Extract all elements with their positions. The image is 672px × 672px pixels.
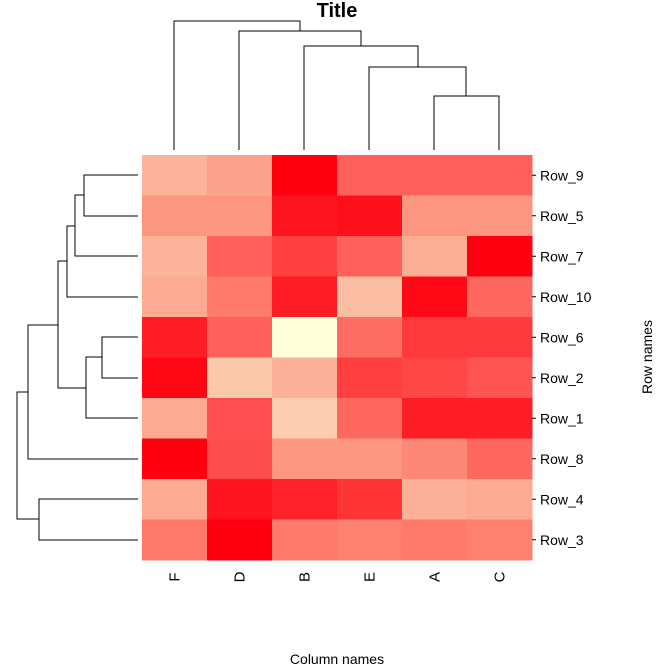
heatmap-cell xyxy=(402,317,468,358)
heatmap-cell xyxy=(207,398,273,439)
heatmap-cell xyxy=(272,155,338,196)
heatmap-cell xyxy=(337,276,403,318)
heatmap-cell xyxy=(402,438,468,480)
heatmap-cell xyxy=(402,155,468,196)
heatmap-cell xyxy=(402,195,468,237)
heatmap-cell xyxy=(207,519,273,561)
row-label: Row_10 xyxy=(540,289,592,305)
heatmap-cell xyxy=(207,438,273,480)
row-label: Row_8 xyxy=(540,451,584,467)
heatmap-cell xyxy=(467,519,533,561)
heatmap-cell xyxy=(402,276,468,318)
heatmap-cell xyxy=(142,398,208,439)
heatmap-cell xyxy=(142,317,208,358)
heatmap-cell xyxy=(207,357,273,399)
row-dendrogram-branch xyxy=(66,225,138,298)
heatmap-cell xyxy=(272,438,338,480)
heatmap-cell xyxy=(142,438,208,480)
heatmap-cell xyxy=(467,479,533,520)
heatmap-cell xyxy=(272,479,338,520)
heatmap-cell xyxy=(272,236,338,277)
row-label: Row_7 xyxy=(540,248,584,264)
heatmap-cell xyxy=(272,195,338,237)
heatmap-cell xyxy=(337,357,403,399)
heatmap-cell xyxy=(337,398,403,439)
heatmap-cell xyxy=(272,317,338,358)
column-dendrogram-branch xyxy=(173,20,301,150)
heatmap-cell xyxy=(207,317,273,358)
y-axis-label: Row names xyxy=(639,320,655,394)
row-label: Row_1 xyxy=(540,410,584,426)
heatmap-cell xyxy=(272,357,338,399)
x-axis-label: Column names xyxy=(290,651,384,667)
row-dendrogram-branch xyxy=(101,336,138,379)
column-label: D xyxy=(232,571,249,582)
heatmap-cell xyxy=(467,357,533,399)
heatmap-cell xyxy=(467,236,533,277)
heatmap-cell xyxy=(337,479,403,520)
heatmap-cell xyxy=(207,236,273,277)
column-label: F xyxy=(167,572,184,581)
row-label: Row_3 xyxy=(540,532,584,548)
row-label: Row_9 xyxy=(540,167,584,183)
column-dendrogram-branch xyxy=(433,95,500,150)
heatmap-cell xyxy=(337,317,403,358)
heatmap-cell xyxy=(337,438,403,480)
heatmap-cell xyxy=(402,236,468,277)
heatmap-cell xyxy=(402,398,468,439)
heatmap-cell xyxy=(337,519,403,561)
heatmap-cell xyxy=(142,276,208,318)
heatmap-cell xyxy=(467,155,533,196)
heatmap-cell xyxy=(402,357,468,399)
row-label: Row_5 xyxy=(540,208,584,224)
row-dendrogram-branch xyxy=(27,324,138,460)
row-dendrogram-branch xyxy=(16,391,39,520)
column-label: A xyxy=(427,572,444,582)
heatmap-cell xyxy=(272,276,338,318)
heatmap-cell xyxy=(467,398,533,439)
heatmap-cell xyxy=(207,479,273,520)
heatmap-cell xyxy=(142,519,208,561)
heatmap-cell xyxy=(337,195,403,237)
heatmap-cell xyxy=(142,236,208,277)
heatmap-cell xyxy=(337,236,403,277)
row-label: Row_4 xyxy=(540,491,584,507)
row-label: Row_2 xyxy=(540,370,584,386)
heatmap-cell xyxy=(207,195,273,237)
heatmap-cell xyxy=(142,357,208,399)
row-label: Row_6 xyxy=(540,329,584,345)
column-label: B xyxy=(297,572,314,582)
heatmap-cell xyxy=(207,276,273,318)
heatmap-cell xyxy=(142,195,208,237)
heatmap-cell xyxy=(402,519,468,561)
column-dendrogram-branch xyxy=(238,30,362,150)
heatmap-cell xyxy=(467,195,533,237)
row-dendrogram-branch xyxy=(83,174,138,217)
row-dendrogram-branch xyxy=(38,498,138,541)
column-dendrogram-branch xyxy=(368,66,467,150)
row-dendrogram-branch xyxy=(85,356,138,419)
column-label: E xyxy=(362,572,379,582)
column-dendrogram-branch xyxy=(303,45,419,150)
heatmap-cell xyxy=(142,155,208,196)
heatmap-cell xyxy=(272,398,338,439)
heatmap-cell xyxy=(142,479,208,520)
heatmap-cell xyxy=(467,317,533,358)
heatmap-cell xyxy=(467,276,533,318)
heatmap-cell xyxy=(337,155,403,196)
column-label: C xyxy=(492,571,509,582)
chart-title: Title xyxy=(317,0,358,22)
heatmap-cell xyxy=(272,519,338,561)
heatmap-cell xyxy=(402,479,468,520)
heatmap-cell xyxy=(467,438,533,480)
heatmap-cell xyxy=(207,155,273,196)
row-dendrogram-branch xyxy=(57,260,86,389)
